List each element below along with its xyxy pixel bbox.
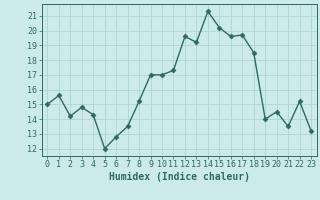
X-axis label: Humidex (Indice chaleur): Humidex (Indice chaleur) (109, 172, 250, 182)
